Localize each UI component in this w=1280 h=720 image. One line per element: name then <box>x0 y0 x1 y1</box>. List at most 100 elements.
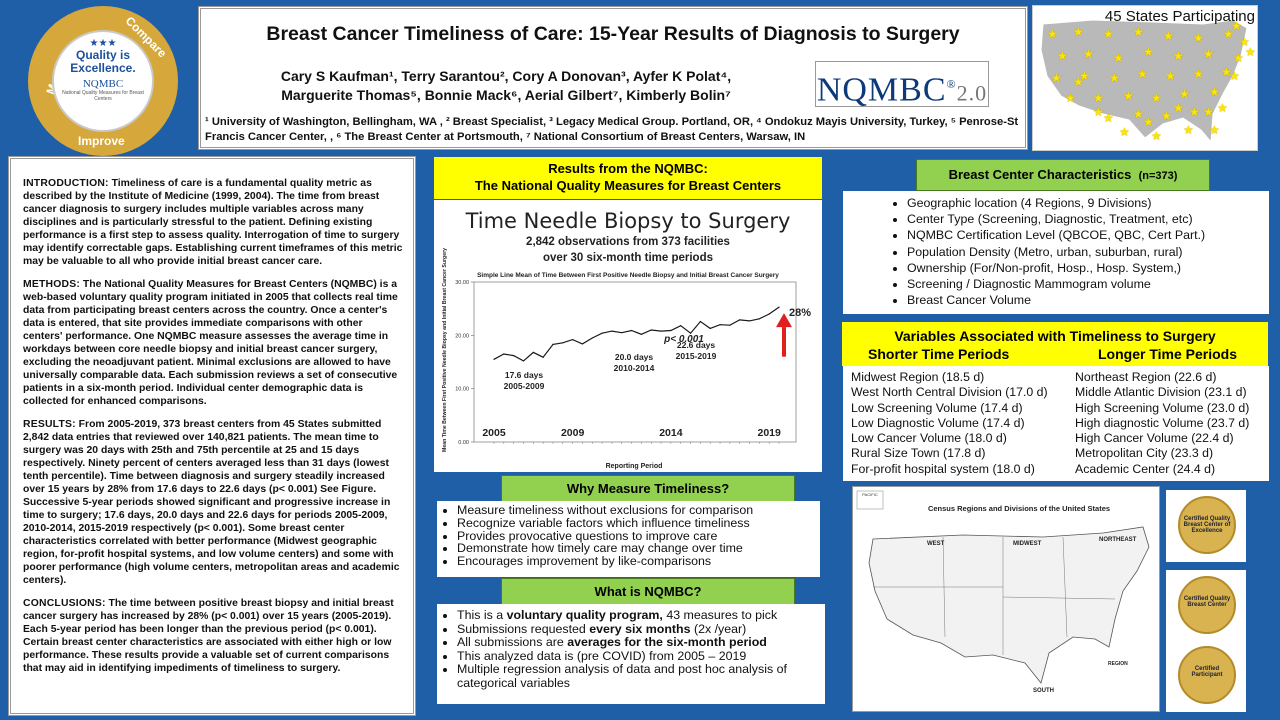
intro-heading: INTRODUCTION: <box>23 178 109 189</box>
state-star-icon: ★ <box>1209 85 1220 99</box>
data-point <box>650 329 652 331</box>
badge-seal: Certified Quality Breast Center <box>1178 576 1236 634</box>
longer-item: High Screening Volume (23.0 d) <box>1075 400 1250 415</box>
seal-brand: NQMBC <box>82 78 124 90</box>
longer-list: Northeast Region (22.6 d) Middle Atlanti… <box>1075 370 1249 477</box>
data-point <box>660 330 662 332</box>
period-annotation-days: 22.6 days <box>677 340 716 350</box>
nqmbc-seal-logo: Measure Compare Improve ★★★ Quality is E… <box>28 6 178 156</box>
data-point <box>581 343 584 345</box>
longer-item: High diagnostic Volume (23.7 d) <box>1075 415 1250 430</box>
breast-center-characteristics-header: Breast Center Characteristics (n=373) <box>916 159 1210 191</box>
state-star-icon: ★ <box>1133 107 1144 121</box>
state-star-icon: ★ <box>1223 27 1234 41</box>
data-point <box>729 324 731 326</box>
seal-line1: Quality is <box>75 48 131 62</box>
data-point <box>542 356 544 358</box>
shorter-time-label: Shorter Time Periods <box>868 346 1010 362</box>
logo-version: 2.0 <box>956 80 988 106</box>
increase-arrow-shaft <box>782 327 786 357</box>
results-header-line1: Results from the NQMBC: <box>548 161 708 176</box>
state-star-icon: ★ <box>1143 115 1154 129</box>
results-header: Results from the NQMBC: The National Qua… <box>434 157 822 199</box>
state-star-icon: ★ <box>1193 31 1204 45</box>
plot-frame <box>473 281 797 443</box>
shorter-item: West North Central Division (17.0 d) <box>851 385 1048 400</box>
badge-line1: Certified Quality <box>1183 516 1231 522</box>
census-map-graphic: PACIFIC Census Regions and Divisions of … <box>856 490 1150 694</box>
bcc-item: Breast Cancer Volume <box>907 292 1269 308</box>
period-annotation-days: 17.6 days <box>505 370 544 380</box>
poster-title: Breast Cancer Timeliness of Care: 15-Yea… <box>266 23 960 45</box>
state-star-icon: ★ <box>1093 91 1104 105</box>
y-tick-label: 30.00 <box>455 280 469 286</box>
affiliations: ¹ University of Washington, Bellingham, … <box>205 116 1019 143</box>
what-item: Multiple regression analysis of data and… <box>457 663 825 690</box>
what-is-nqmbc-header: What is NQMBC? <box>501 578 795 606</box>
bcc-n: (n=373) <box>1138 170 1178 182</box>
bcc-item: Geographic location (4 Regions, 9 Divisi… <box>907 195 1269 211</box>
what-item-bold: every six months <box>589 621 691 636</box>
state-star-icon: ★ <box>1083 47 1094 61</box>
longer-item: High Cancer Volume (22.4 d) <box>1075 431 1234 446</box>
what-list: This is a voluntary quality program, 43 … <box>437 604 825 691</box>
why-item: Demonstrate how timely care may change o… <box>457 542 820 555</box>
data-point <box>630 329 633 332</box>
shorter-list: Midwest Region (18.5 d) West North Centr… <box>851 370 1048 477</box>
badge-seal: Certified Quality Breast Center of Excell… <box>1178 496 1236 554</box>
methods-paragraph: METHODS: The National Quality Measures f… <box>23 278 403 408</box>
seal-subtitle: National Quality Measures for Breast Cen… <box>62 90 144 102</box>
state-star-icon: ★ <box>1093 105 1104 119</box>
methods-heading: METHODS: <box>23 279 81 290</box>
state-star-icon: ★ <box>1143 45 1154 59</box>
us-outline <box>868 526 1150 684</box>
bcc-header-text: Breast Center Characteristics <box>948 167 1132 182</box>
state-star-icon: ★ <box>1113 51 1124 65</box>
data-point <box>739 319 741 321</box>
data-point <box>621 332 623 334</box>
data-point <box>522 360 525 362</box>
longer-item: Academic Center (24.4 d) <box>1075 461 1216 476</box>
timeliness-chart: Time Needle Biopsy to Surgery 2,842 obse… <box>434 200 822 472</box>
state-star-icon: ★ <box>1217 101 1228 115</box>
what-item: This is a voluntary quality program, 43 … <box>457 608 825 623</box>
state-star-icon: ★ <box>1203 105 1214 119</box>
longer-item: Northeast Region (22.6 d) <box>1075 370 1217 384</box>
state-star-icon: ★ <box>1231 19 1242 33</box>
badge-line2: Participant <box>1191 672 1223 678</box>
state-star-icon: ★ <box>1109 71 1120 85</box>
state-star-icon: ★ <box>1103 111 1114 125</box>
data-point <box>503 353 505 355</box>
period-annotation-range: 2010-2014 <box>614 363 655 373</box>
seal-word-improve: Improve <box>78 134 125 148</box>
state-star-icon: ★ <box>1233 51 1244 65</box>
state-star-icon: ★ <box>1057 49 1068 63</box>
period-annotation-range: 2005-2009 <box>504 381 545 391</box>
state-star-icon: ★ <box>1173 49 1184 63</box>
badge-participant: Certified Participant <box>1166 640 1246 712</box>
chart-increase-label: 28% <box>789 307 811 319</box>
shorter-item: For-profit hospital system (18.0 d) <box>851 461 1035 476</box>
states-map: ★ ★ ★ ★ ★ ★ ★ ★ ★ ★ ★ ★ ★ ★ ★ ★ ★ ★ ★ ★ ★ ★ ★ ★ ★ ★ ★ ★ ★ ★ ★ ★ ★ ★ ★ ★ ★ ★ ★ ★… <box>1032 5 1258 151</box>
seal-stars: ★★★ <box>89 38 117 49</box>
what-item-bold: averages for the six-month period <box>567 635 767 650</box>
data-point <box>591 337 593 339</box>
chart-subtitle-1: 2,842 observations from 373 facilities <box>526 236 730 248</box>
intro-text: Timeliness of care is a fundamental qual… <box>23 178 403 267</box>
chart-p-value: p< 0.001 <box>663 334 704 345</box>
badge-line1: Certified Quality <box>1183 596 1231 602</box>
chart-subtitle-2: over 30 six-month time periods <box>543 252 713 264</box>
state-star-icon: ★ <box>1137 67 1148 81</box>
what-item-text: Submissions requested <box>457 621 590 636</box>
state-star-icon: ★ <box>1221 65 1232 79</box>
breast-center-characteristics-box: Geographic location (4 Regions, 9 Divisi… <box>843 191 1269 314</box>
why-item: Measure timeliness without exclusions fo… <box>457 504 820 517</box>
state-star-icon: ★ <box>1051 71 1062 85</box>
state-star-icon: ★ <box>1123 89 1134 103</box>
data-point <box>493 358 495 360</box>
data-point <box>601 332 603 334</box>
state-star-icon: ★ <box>1065 91 1076 105</box>
nqmbc-2-logo: NQMBC®2.0 <box>815 61 989 108</box>
year-label: 2019 <box>757 427 781 439</box>
census-title: Census Regions and Divisions of the Unit… <box>928 504 1110 513</box>
